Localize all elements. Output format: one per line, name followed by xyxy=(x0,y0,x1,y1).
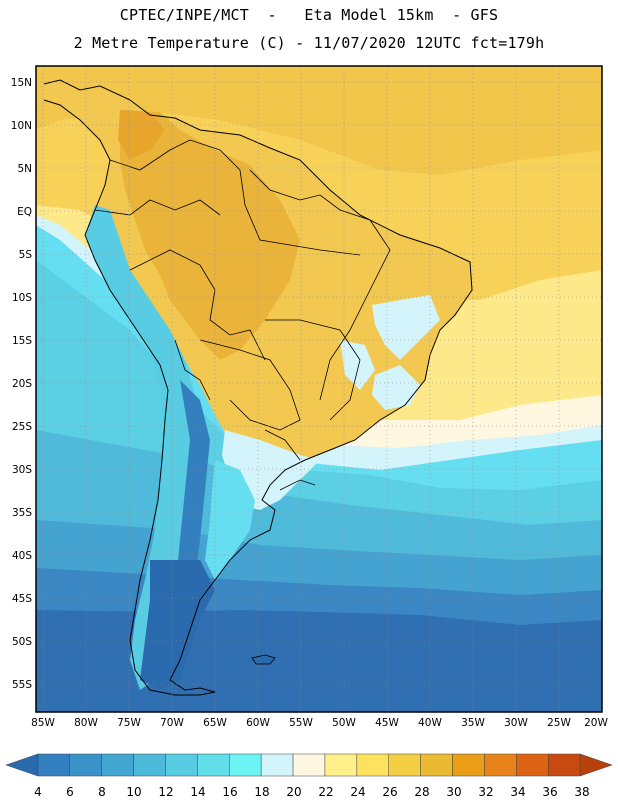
colorbar-swatch xyxy=(324,753,358,777)
falklands xyxy=(251,654,276,665)
lat-label: 40S xyxy=(12,550,32,562)
title-line-2: 2 Metre Temperature (C) - 11/07/2020 12U… xyxy=(73,34,545,52)
colorbar-swatch xyxy=(165,753,198,777)
lat-label: 55S xyxy=(12,679,32,691)
lat-label: 10S xyxy=(12,292,32,304)
colorbar-label: 10 xyxy=(126,785,141,799)
lon-label: 25W xyxy=(547,717,571,729)
lon-label: 50W xyxy=(332,717,356,729)
lat-label: 20S xyxy=(12,378,32,390)
lat-label: 5S xyxy=(19,249,33,261)
highland-patch-1 xyxy=(372,295,440,360)
lat-label: 25S xyxy=(12,421,32,433)
colorbar-swatch xyxy=(69,753,102,777)
patagonia-cold xyxy=(140,560,215,690)
map-frame xyxy=(35,65,603,713)
colorbar-swatch xyxy=(388,753,421,777)
borders xyxy=(94,139,391,491)
colorbar-swatch xyxy=(101,753,134,777)
colorbar-arrow-right xyxy=(579,753,613,777)
lon-label: 65W xyxy=(203,717,227,729)
lon-label: 70W xyxy=(160,717,184,729)
land-hot-core xyxy=(120,110,300,360)
lon-label: 30W xyxy=(504,717,528,729)
colorbar-swatch xyxy=(547,753,581,777)
lon-label: 55W xyxy=(289,717,313,729)
colorbar-label: 26 xyxy=(382,785,397,799)
lon-label: 75W xyxy=(117,717,141,729)
colorbar-label: 12 xyxy=(158,785,173,799)
lon-label: 80W xyxy=(74,717,98,729)
colorbar-label: 28 xyxy=(414,785,429,799)
colorbar-label: 20 xyxy=(286,785,301,799)
lat-label: 35S xyxy=(12,507,32,519)
coastline xyxy=(43,79,473,696)
colorbar-swatch xyxy=(484,753,517,777)
colorbar-label: 4 xyxy=(34,785,42,799)
lat-label: EQ xyxy=(17,206,32,218)
colorbar-swatch xyxy=(197,753,230,777)
lat-label: 5N xyxy=(17,163,32,175)
lon-label: 40W xyxy=(418,717,442,729)
land-pampas xyxy=(205,460,255,580)
colorbar-label: 6 xyxy=(66,785,74,799)
colorbar-swatch xyxy=(37,753,71,777)
temperature-map: 15N 10N 5N EQ 5S 10S 15S 20S 25S 30S 35S… xyxy=(11,65,608,729)
highland-patch-3 xyxy=(372,365,420,410)
colorbar-swatch xyxy=(229,753,262,777)
map-field xyxy=(36,66,602,712)
highland-patch-2 xyxy=(340,340,375,390)
colorbar-swatch xyxy=(260,753,294,777)
longitude-labels: 85W 80W 75W 70W 65W 60W 55W 50W 45W 40W … xyxy=(31,717,608,729)
colorbar-swatch xyxy=(356,753,389,777)
colorbar-labels: 4 6 8 10 12 14 16 18 20 22 24 26 28 30 3… xyxy=(34,785,589,799)
lat-label: 15S xyxy=(12,335,32,347)
land-hot-north xyxy=(118,110,165,160)
colorbar-swatch xyxy=(420,753,453,777)
lat-label: 30S xyxy=(12,464,32,476)
lon-label: 35W xyxy=(461,717,485,729)
lat-label: 45S xyxy=(12,593,32,605)
colorbar-label: 24 xyxy=(350,785,365,799)
colorbar-swatch xyxy=(452,753,485,777)
lat-label: 10N xyxy=(11,120,32,132)
colorbar-label: 14 xyxy=(190,785,205,799)
colorbar-swatches xyxy=(5,753,613,777)
lon-label: 45W xyxy=(375,717,399,729)
colorbar-label: 36 xyxy=(542,785,557,799)
lat-label: 15N xyxy=(11,77,32,89)
colorbar-swatch xyxy=(516,753,549,777)
lat-label: 50S xyxy=(12,636,32,648)
lon-label: 20W xyxy=(584,717,608,729)
lon-label: 85W xyxy=(31,717,55,729)
colorbar-swatch xyxy=(292,753,326,777)
colorbar-label: 32 xyxy=(478,785,493,799)
latitude-labels: 15N 10N 5N EQ 5S 10S 15S 20S 25S 30S 35S… xyxy=(11,77,33,691)
lon-label: 60W xyxy=(246,717,270,729)
colorbar-label: 16 xyxy=(222,785,237,799)
colorbar-arrow-left xyxy=(5,753,39,777)
colorbar-label: 8 xyxy=(98,785,106,799)
colorbar-label: 38 xyxy=(574,785,589,799)
colorbar-label: 34 xyxy=(510,785,525,799)
band-28 xyxy=(36,66,602,175)
title-line-1: CPTEC/INPE/MCT - Eta Model 15km - GFS xyxy=(119,6,499,24)
colorbar: 4 6 8 10 12 14 16 18 20 22 24 26 28 30 3… xyxy=(5,753,613,799)
colorbar-label: 22 xyxy=(318,785,333,799)
colorbar-label: 18 xyxy=(254,785,269,799)
colorbar-label: 30 xyxy=(446,785,461,799)
colorbar-swatch xyxy=(133,753,166,777)
